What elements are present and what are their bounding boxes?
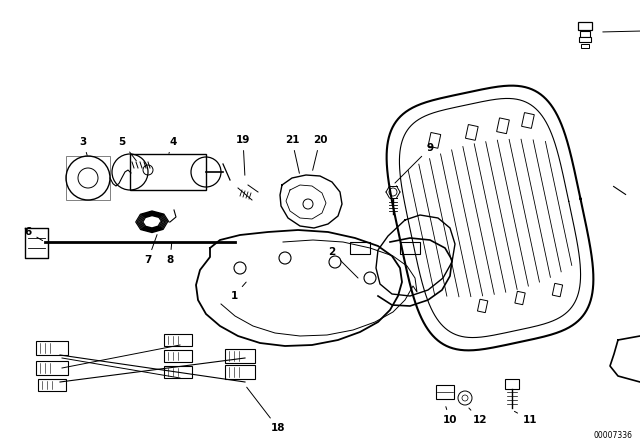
Bar (436, 385, 454, 399)
Text: 21: 21 (285, 135, 300, 173)
Bar (580, 31, 590, 37)
Bar (400, 242, 420, 254)
Text: 17: 17 (603, 25, 640, 35)
Text: 7: 7 (144, 235, 157, 265)
Text: 4: 4 (169, 137, 177, 153)
Text: 5: 5 (118, 137, 136, 161)
Bar (36, 361, 68, 375)
Text: 11: 11 (515, 411, 537, 425)
Bar (164, 334, 192, 346)
Bar (578, 22, 592, 30)
Bar (522, 112, 534, 129)
Bar (581, 44, 589, 48)
Bar (225, 365, 255, 379)
Text: 3: 3 (79, 137, 87, 155)
Text: 00007336: 00007336 (593, 431, 632, 440)
Bar (130, 154, 206, 190)
Bar (225, 349, 255, 363)
Text: 18: 18 (246, 387, 285, 433)
Text: 19: 19 (236, 135, 250, 175)
Text: 6: 6 (24, 227, 43, 241)
Bar (36, 341, 68, 355)
Bar (164, 366, 192, 378)
Text: 9: 9 (395, 143, 433, 183)
Text: 2: 2 (328, 247, 358, 278)
Bar (428, 133, 441, 148)
Bar (465, 125, 478, 140)
Text: 1: 1 (230, 282, 246, 301)
Bar (66, 156, 110, 200)
Bar (505, 379, 519, 389)
Bar (38, 379, 66, 391)
Bar (579, 38, 591, 43)
Text: 20: 20 (313, 135, 327, 170)
Bar (164, 350, 192, 362)
Bar (552, 283, 563, 297)
Text: 12: 12 (469, 408, 487, 425)
Text: 8: 8 (166, 243, 173, 265)
Bar (477, 299, 488, 313)
Bar (497, 118, 509, 134)
Text: 10: 10 (443, 407, 457, 425)
Bar (515, 291, 525, 305)
Bar (350, 242, 370, 254)
